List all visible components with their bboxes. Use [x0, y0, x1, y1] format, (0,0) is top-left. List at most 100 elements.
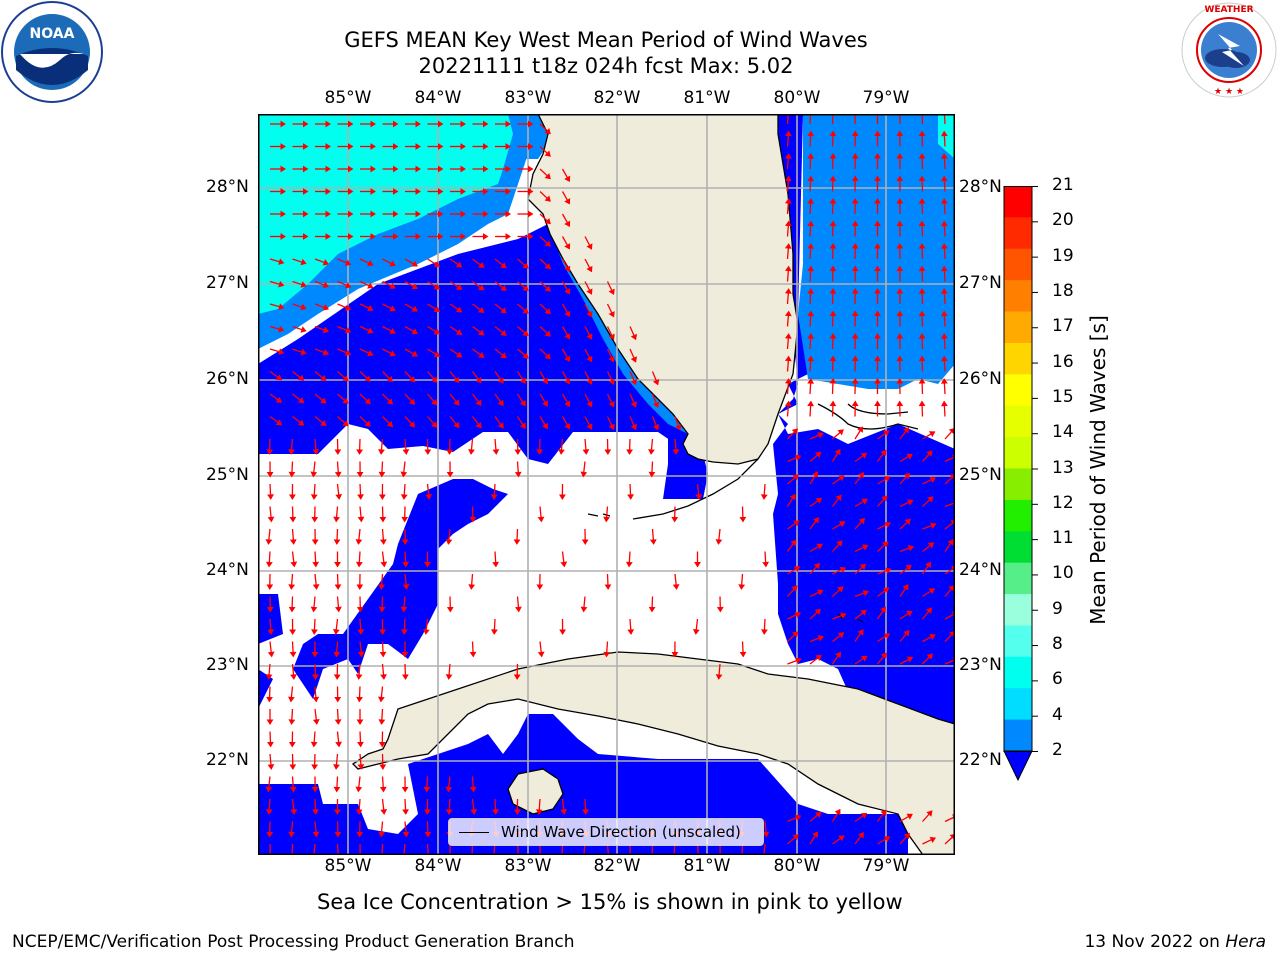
wind-wave-direction-arrows — [265, 114, 955, 855]
wave-direction-arrow — [265, 776, 273, 793]
wave-direction-arrow — [561, 213, 571, 227]
wave-direction-arrow — [494, 303, 507, 314]
wave-direction-arrow — [491, 618, 498, 635]
wave-direction-arrow — [831, 808, 841, 822]
wave-direction-arrow — [494, 280, 507, 291]
wave-direction-arrow — [762, 551, 770, 568]
wave-direction-arrow — [468, 573, 476, 590]
wave-direction-arrow — [807, 400, 815, 417]
wave-direction-arrow — [382, 303, 396, 312]
wave-direction-arrow — [312, 573, 320, 590]
wave-direction-arrow — [357, 753, 365, 770]
wave-direction-arrow — [809, 517, 819, 530]
wave-direction-arrow — [378, 461, 386, 478]
lat-label-left: 22°N — [206, 750, 249, 770]
wave-direction-arrow — [918, 288, 926, 305]
wave-direction-arrow — [472, 348, 485, 358]
wave-direction-arrow — [874, 220, 881, 237]
wave-direction-arrow — [449, 393, 460, 406]
wave-direction-arrow — [627, 483, 634, 500]
wave-direction-arrow — [355, 798, 363, 815]
wave-direction-arrow — [334, 461, 342, 478]
wave-direction-arrow — [784, 243, 792, 260]
wave-direction-arrow — [809, 811, 822, 822]
wave-direction-arrow — [360, 143, 376, 150]
wave-direction-arrow — [874, 130, 881, 147]
wave-direction-arrow — [584, 303, 593, 318]
wave-direction-arrow — [315, 143, 331, 150]
colorbar-segment — [1004, 405, 1032, 438]
wave-direction-arrow — [450, 210, 466, 218]
wave-direction-arrow — [267, 618, 275, 635]
wave-direction-arrow — [382, 348, 396, 357]
wave-direction-arrow — [311, 663, 319, 680]
wave-direction-arrow — [357, 483, 364, 500]
wave-direction-arrow — [899, 453, 913, 463]
wave-direction-arrow — [514, 438, 522, 455]
wave-direction-arrow — [784, 198, 792, 215]
wave-direction-arrow — [315, 188, 331, 195]
wave-direction-arrow — [267, 641, 275, 658]
wave-direction-arrow — [401, 528, 409, 545]
wave-direction-arrow — [401, 776, 409, 793]
wave-direction-arrow — [606, 326, 615, 340]
wave-direction-arrow — [829, 198, 837, 215]
wave-direction-arrow — [896, 378, 904, 395]
wave-direction-arrow — [539, 213, 551, 225]
colorbar-title: Mean Period of Wind Waves [s] — [1086, 315, 1110, 625]
wave-direction-arrow — [807, 333, 815, 350]
colorbar-tick-label: 12 — [1052, 492, 1074, 513]
wave-direction-arrow — [333, 506, 340, 523]
wave-direction-arrow — [918, 153, 926, 170]
wave-direction-arrow — [561, 281, 571, 295]
wave-direction-arrow — [378, 821, 385, 838]
wave-direction-arrow — [539, 123, 551, 135]
wave-direction-arrow — [851, 198, 859, 215]
wave-direction-arrow — [266, 821, 274, 838]
wave-direction-arrow — [449, 258, 463, 268]
wave-direction-arrow — [333, 663, 341, 680]
wave-direction-arrow — [405, 120, 421, 128]
wave-direction-arrow — [832, 540, 843, 552]
lat-label-left: 28°N — [206, 177, 249, 197]
wave-direction-arrow — [360, 120, 376, 128]
colorbar-segment — [1004, 688, 1032, 721]
wave-direction-arrow — [360, 165, 376, 173]
wave-direction-arrow — [851, 288, 859, 305]
colorbar-tick-label: 15 — [1052, 386, 1074, 407]
wave-direction-arrow — [922, 476, 936, 485]
wave-direction-arrow — [787, 566, 801, 575]
wave-direction-arrow — [877, 430, 890, 440]
wave-direction-arrow — [648, 461, 656, 478]
wave-direction-arrow — [831, 651, 841, 665]
wave-direction-arrow — [469, 506, 477, 523]
legend-label: Wind Wave Direction (unscaled) — [501, 823, 741, 841]
wave-direction-arrow — [560, 551, 568, 568]
wave-direction-arrow — [337, 210, 354, 218]
wave-direction-arrow — [382, 280, 396, 289]
wave-direction-arrow — [378, 596, 386, 613]
wave-direction-arrow — [940, 220, 948, 237]
wave-direction-arrow — [269, 280, 285, 288]
wave-direction-arrow — [494, 393, 504, 407]
wave-direction-arrow — [784, 265, 792, 282]
wave-direction-arrow — [561, 168, 571, 182]
wave-direction-arrow — [288, 573, 296, 590]
colorbar-segment — [1004, 217, 1032, 250]
wave-direction-arrow — [468, 438, 475, 455]
wave-direction-arrow — [807, 198, 815, 215]
colorbar-tick-label: 17 — [1052, 316, 1074, 337]
wave-direction-arrow — [427, 210, 444, 218]
lon-label-bottom: 84°W — [414, 856, 462, 876]
wave-direction-arrow — [517, 120, 534, 128]
wave-direction-arrow — [378, 573, 386, 590]
wave-direction-arrow — [761, 618, 768, 635]
wave-direction-arrow — [402, 551, 410, 568]
wave-direction-arrow — [831, 494, 842, 507]
wave-direction-arrow — [289, 753, 297, 770]
wave-direction-arrow — [940, 310, 948, 327]
wave-direction-arrow — [786, 114, 789, 125]
colorbar-tick-label: 4 — [1052, 704, 1063, 725]
wave-direction-arrow — [539, 303, 551, 315]
wave-direction-arrow — [809, 471, 818, 485]
